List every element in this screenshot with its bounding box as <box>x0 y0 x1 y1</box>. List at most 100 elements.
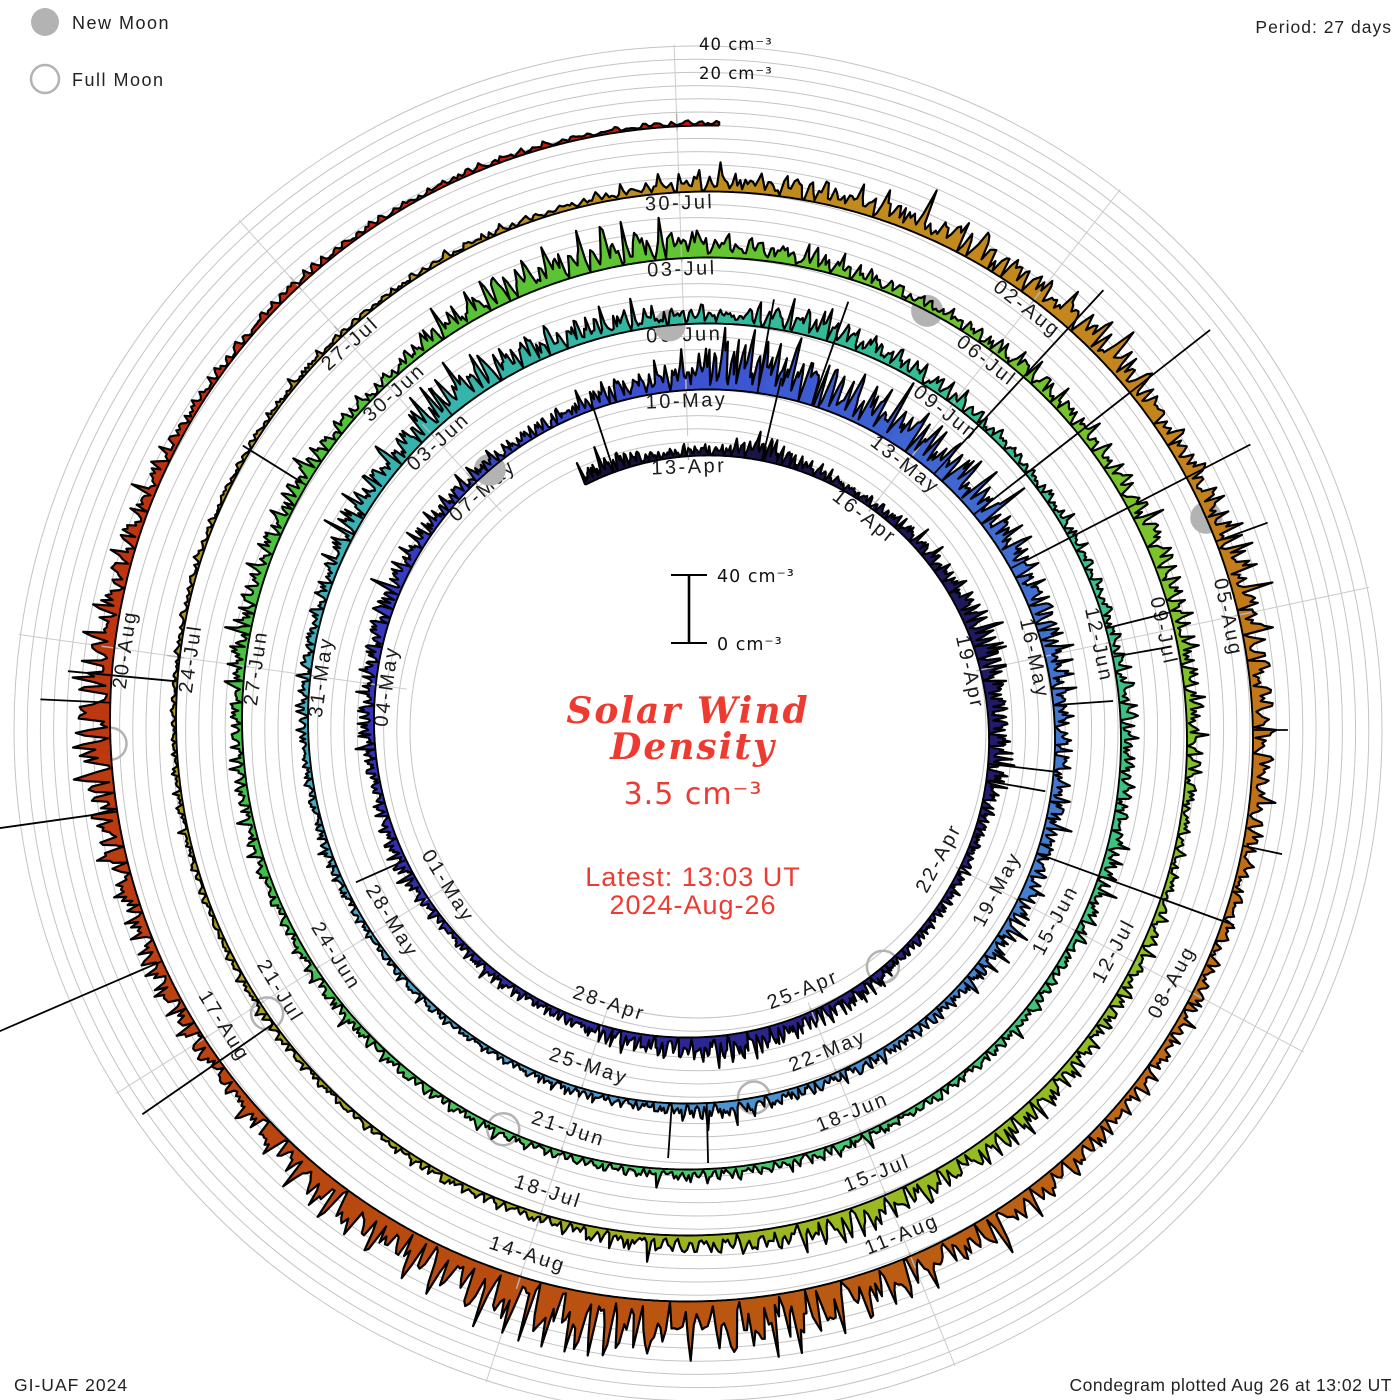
grid-spoke <box>115 885 449 1094</box>
baseline-tick <box>680 245 683 263</box>
baseline-ticks <box>101 113 1252 1290</box>
baseline-tick <box>360 930 377 942</box>
baseline-tick <box>1188 990 1205 1000</box>
density-spike <box>1216 521 1268 542</box>
center-scale-0: 0 cm⁻³ <box>717 635 783 655</box>
density-spike <box>141 1023 274 1115</box>
new-moon-label: New Moon <box>72 13 170 33</box>
grid-circle <box>277 309 1119 1151</box>
baseline-tick <box>858 1129 867 1146</box>
density-spike <box>756 299 775 393</box>
grid-spoke <box>18 634 407 690</box>
density-spike <box>705 1103 709 1164</box>
density-spike <box>1113 645 1172 658</box>
baseline-tick <box>834 1068 842 1085</box>
baseline-tick <box>377 374 391 389</box>
density-envelope-line <box>71 119 1278 1362</box>
baseline-tick <box>576 1084 584 1101</box>
density-fill-segment <box>130 453 173 529</box>
full-moon-icon <box>29 63 61 95</box>
baseline-tick <box>809 1007 818 1024</box>
baseline-tick <box>1234 611 1252 617</box>
new-moon-icon <box>31 8 59 36</box>
grid-spoke <box>673 44 689 437</box>
full-moon-marker <box>249 996 285 1031</box>
center-scale-bar: 40 cm⁻³ 0 cm⁻³ <box>671 567 795 655</box>
baseline-tick <box>908 445 921 460</box>
density-spike <box>1037 852 1235 926</box>
density-fill-segment <box>1065 528 1096 582</box>
density-spikes <box>0 289 1288 1164</box>
latest-time: Latest: 13:03 UT <box>585 862 801 892</box>
density-spike <box>242 444 307 486</box>
density-outline <box>71 119 1278 1362</box>
grid-circles <box>13 45 1383 1400</box>
grid-circle <box>317 349 1079 1111</box>
density-fill-segment <box>234 1100 305 1171</box>
current-value: 3.5 cm⁻³ <box>624 777 763 812</box>
date-label: 18-Jul <box>512 1171 585 1213</box>
density-spike <box>811 301 850 405</box>
baseline-tick <box>976 666 994 672</box>
density-spike <box>40 698 110 704</box>
baseline-tick <box>908 1252 917 1269</box>
baseline-tick <box>949 393 962 408</box>
density-fill-segment <box>254 269 314 329</box>
spiral-baseline <box>109 124 1254 1303</box>
period-label: Period: 27 days <box>1255 17 1392 37</box>
density-spike <box>429 387 453 416</box>
grid-circle <box>79 111 1317 1349</box>
density-fill-segment <box>1190 928 1229 1002</box>
density-spike <box>667 1104 673 1159</box>
density-spike <box>761 377 783 460</box>
density-spike <box>1054 700 1114 706</box>
outer-scale-20: 20 cm⁻³ <box>699 64 773 83</box>
baseline-tick <box>678 179 681 197</box>
density-spike <box>1106 611 1170 629</box>
baseline-tick <box>166 654 184 659</box>
center-scale-40: 40 cm⁻³ <box>717 567 795 587</box>
latest-date: 2024-Aug-26 <box>609 890 776 920</box>
density-fill-segment <box>974 791 999 832</box>
grid-circle <box>39 71 1357 1389</box>
chart-title-line1: Solar Wind <box>566 690 809 732</box>
density-spike <box>591 405 615 472</box>
grid-circle <box>66 98 1330 1362</box>
baseline-tick <box>1030 289 1043 304</box>
date-label: 19-May <box>968 848 1026 930</box>
outer-scale-40: 40 cm⁻³ <box>699 35 773 54</box>
density-spike <box>0 810 117 829</box>
credit-label: GI-UAF 2024 <box>14 1375 128 1395</box>
baseline-tick <box>421 423 435 438</box>
baseline-tick <box>333 325 347 340</box>
grid-circle <box>264 296 1132 1164</box>
chart-title-line2: Density <box>609 726 776 768</box>
date-label: 21-Jul <box>252 956 307 1027</box>
grid-circle <box>13 45 1383 1400</box>
baseline-tick <box>101 645 119 650</box>
density-fill-segment <box>442 1174 508 1210</box>
center-annotation: Solar Wind Density 3.5 cm⁻³ Latest: 13:0… <box>566 690 809 920</box>
outer-scale-labels: 40 cm⁻³ 20 cm⁻³ <box>699 35 773 83</box>
baseline-tick <box>304 965 321 977</box>
grid-circle <box>409 441 987 1019</box>
date-label: 01-May <box>417 846 479 927</box>
baseline-tick <box>675 113 678 131</box>
density-spike <box>987 780 1046 793</box>
baseline-tick <box>232 663 250 668</box>
baseline-tick <box>684 377 688 395</box>
grid-circle <box>53 85 1343 1375</box>
baseline-tick <box>1130 959 1147 969</box>
density-spike <box>0 960 162 1033</box>
density-spike <box>1243 845 1283 855</box>
date-label: 24-Jun <box>306 918 365 994</box>
density-spike <box>988 763 1058 773</box>
plotted-label: Condegram plotted Aug 26 at 13:02 UT <box>1069 1375 1392 1395</box>
density-fill-segment <box>823 253 885 292</box>
baseline-tick <box>362 682 380 687</box>
density-spike <box>973 329 1211 515</box>
density-spike <box>67 670 177 683</box>
full-moon-label: Full Moon <box>72 70 165 90</box>
